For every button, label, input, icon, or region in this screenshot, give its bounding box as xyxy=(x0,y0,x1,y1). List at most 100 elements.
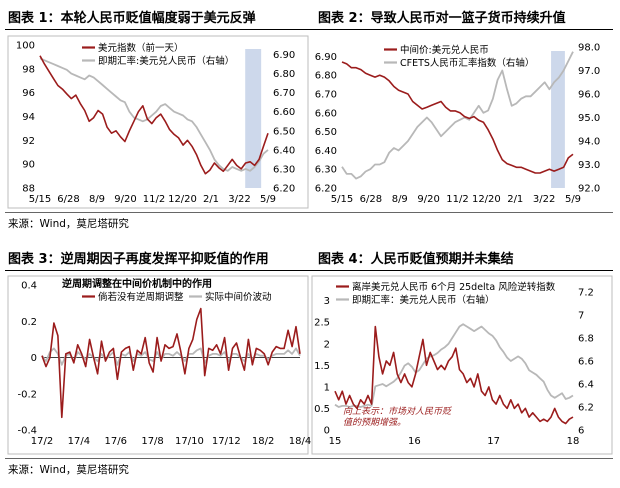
chart2-ytick-right: 92.0 xyxy=(578,184,600,195)
chart1-xtick: 3/22 xyxy=(228,194,250,205)
chart2-xtick: 5/9 xyxy=(565,194,581,205)
chart1-ytick-right: 6.40 xyxy=(273,145,295,156)
chart3-xtick: 18/2 xyxy=(252,436,274,447)
chart1-xtick: 6/28 xyxy=(57,194,79,205)
chart3-xtick: 17/8 xyxy=(141,436,163,447)
chart2-ytick-right: 97.0 xyxy=(578,66,600,77)
chart4-ytick-left: 0 xyxy=(324,426,330,437)
chart4-ytick-left: 2 xyxy=(324,339,330,350)
chart1-legend-label: 美元指数（前一天） xyxy=(98,42,184,54)
chart2-ytick-right: 95.0 xyxy=(578,113,600,124)
chart1-xtick: 12/20 xyxy=(168,194,197,205)
chart4-frame xyxy=(311,275,613,455)
chart2-xtick: 3/22 xyxy=(533,194,555,205)
chart2-ytick-right: 93.0 xyxy=(578,160,600,171)
chart1-ytick-left: 94 xyxy=(22,112,35,123)
chart3-source: 来源：Wind，莫尼塔研究 xyxy=(8,464,129,476)
chart4-ytick-right: 7.2 xyxy=(578,288,594,299)
chart1-ytick-left: 90 xyxy=(22,160,35,171)
chart4-annotation: 值的预期增强。 xyxy=(343,417,406,428)
chart2-legend-label: 中间价:美元兑人民币 xyxy=(400,44,489,56)
chart2-series-primary-line xyxy=(341,61,574,174)
chart2-ytick-left: 6.80 xyxy=(315,71,337,82)
chart4-ytick-left: 2.5 xyxy=(314,318,330,329)
chart1-frame xyxy=(7,35,309,209)
chart2-ytick-left: 6.90 xyxy=(315,52,337,63)
chart2-ytick-right: 94.0 xyxy=(578,137,600,148)
chart4-xtick: 15 xyxy=(329,436,342,447)
chart1-series-secondary-line xyxy=(39,57,269,172)
chart2-title: 图表 2：导致人民币对一篮子货币持续升值 xyxy=(318,11,566,26)
chart1-xtick: 5/9 xyxy=(260,194,276,205)
chart1-ytick-left: 96 xyxy=(22,88,35,99)
chart3-xtick: 17/2 xyxy=(31,436,53,447)
source2-rule xyxy=(5,458,613,459)
chart2-ytick-left: 6.20 xyxy=(315,184,337,195)
chart3-inner-title: 逆周期调整在中间价机制中的作用 xyxy=(62,277,212,290)
chart4-ytick-right: 6.4 xyxy=(578,380,594,391)
chart1-ytick-left: 92 xyxy=(22,136,35,147)
chart4-ytick-right: 7 xyxy=(578,311,584,322)
chart3-ytick-left: 0.4 xyxy=(21,281,37,292)
chart1-ytick-left: 100 xyxy=(16,41,35,52)
chart2-ytick-right: 98.0 xyxy=(578,43,600,54)
chart4-ytick-left: 1 xyxy=(324,382,330,393)
chart2-xtick: 2/1 xyxy=(507,194,523,205)
chart1-series-primary-line xyxy=(39,55,269,175)
chart2-xtick: 8/9 xyxy=(392,194,408,205)
chart4-legend-label: 即期汇率：美元兑人民币（右轴） xyxy=(352,294,495,306)
chart3-xtick: 18/4 xyxy=(289,436,311,447)
chart1-ytick-right: 6.60 xyxy=(273,107,295,118)
chart1-ytick-left: 98 xyxy=(22,64,35,75)
chart1-xtick: 2/1 xyxy=(203,194,219,205)
chart3-xtick: 17/4 xyxy=(68,436,90,447)
chart2-ytick-left: 6.60 xyxy=(315,108,337,119)
mid-rule xyxy=(5,270,613,271)
chart4-xtick: 17 xyxy=(487,436,500,447)
chart2-xtick: 11/2 xyxy=(446,194,468,205)
chart2-xtick: 5/15 xyxy=(331,194,353,205)
chart4-ytick-right: 6.6 xyxy=(578,357,594,368)
source1-rule xyxy=(5,212,613,213)
chart3-xtick: 17/6 xyxy=(104,436,126,447)
chart1-ytick-right: 6.90 xyxy=(273,50,295,61)
chart3-frame xyxy=(7,275,309,455)
chart2-xtick: 12/20 xyxy=(472,194,501,205)
chart3-series-primary-line xyxy=(41,307,301,419)
chart2-legend-label: CFETS人民币汇率指数（右轴） xyxy=(400,57,534,69)
chart2-xtick: 9/20 xyxy=(417,194,439,205)
chart4-annotation: 向上表示：市场对人民币贬 xyxy=(343,406,453,417)
chart3-ytick-left: 0.2 xyxy=(21,317,37,328)
chart4-ytick-right: 6 xyxy=(578,426,584,437)
chart4-series-secondary-line xyxy=(334,323,574,408)
chart3-legend-label: 倘若没有逆周期调整 xyxy=(98,291,184,303)
chart2-xtick: 6/28 xyxy=(360,194,382,205)
chart4-ytick-right: 6.2 xyxy=(578,403,594,414)
chart1-ytick-right: 6.70 xyxy=(273,88,295,99)
chart2-series-secondary-line xyxy=(341,51,574,180)
chart4-ytick-left: 0.5 xyxy=(314,404,330,415)
chart1-xtick: 11/2 xyxy=(143,194,165,205)
chart1-ytick-left: 88 xyxy=(22,184,35,195)
chart3-title: 图表 3：逆周期因子再度发挥平抑贬值的作用 xyxy=(8,252,269,267)
chart3-xtick: 17/12 xyxy=(212,436,241,447)
chart1-title: 图表 1：本轮人民币贬值幅度弱于美元反弹 xyxy=(8,11,256,26)
chart2-ytick-right: 96.0 xyxy=(578,90,600,101)
chart4-ytick-left: 1.5 xyxy=(314,361,330,372)
chart3-ytick-left: 0 xyxy=(31,353,37,364)
chart2-ytick-left: 6.50 xyxy=(315,127,337,138)
chart3-legend-label: 实际中间价波动 xyxy=(205,291,272,303)
chart1-highlight-band xyxy=(245,49,262,188)
chart4-legend-label: 离岸美元兑人民币 6个月 25delta 风险逆转指数 xyxy=(352,281,556,293)
chart1-xtick: 9/20 xyxy=(114,194,136,205)
chart4-ytick-right: 6.8 xyxy=(578,334,594,345)
chart3-xtick: 17/10 xyxy=(175,436,204,447)
chart4-title: 图表 4：人民币贬值预期并未集结 xyxy=(318,252,514,267)
chart3-ytick-left: -0.4 xyxy=(17,426,37,437)
chart2-ytick-left: 6.30 xyxy=(315,165,337,176)
chart1-xtick: 8/9 xyxy=(89,194,105,205)
chart1-source: 来源：Wind，莫尼塔研究 xyxy=(8,218,129,230)
top-rule xyxy=(5,29,613,30)
chart4-series-primary-line xyxy=(334,325,574,425)
